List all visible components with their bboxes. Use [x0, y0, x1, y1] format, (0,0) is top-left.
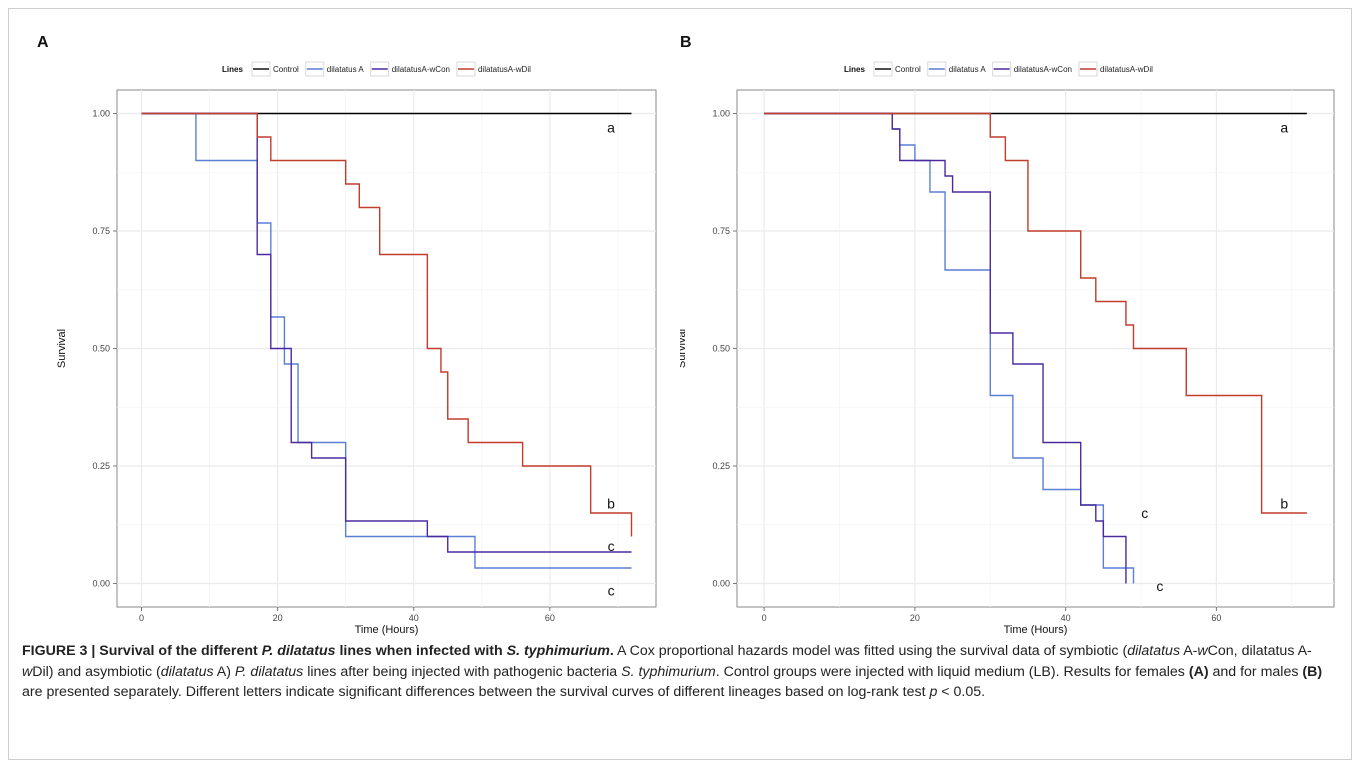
significance-letter: b [1280, 496, 1288, 512]
legend: Lines Control dilatatus A dilatatusA-wCon di… [844, 61, 1153, 77]
x-tick-label: 40 [409, 613, 419, 623]
y-tick-label: 0.75 [92, 226, 110, 236]
legend-item-label: Control [273, 65, 299, 74]
series-line-dilatatusa-wcon [141, 112, 632, 553]
legend-title: Lines [844, 65, 865, 74]
x-tick-label: 20 [910, 613, 920, 623]
x-axis-title: Time (Hours) [1004, 624, 1068, 636]
y-tick-label: 0.25 [712, 461, 730, 471]
legend-item-label: dilatatusA-wDil [478, 65, 531, 74]
panel-label: A [37, 34, 49, 51]
significance-letter: c [608, 538, 615, 554]
legend-item-label: Control [895, 65, 921, 74]
legend-item-label: dilatatusA-wCon [392, 65, 450, 74]
y-tick-label: 0.00 [92, 579, 110, 589]
y-tick-label: 0.50 [92, 344, 110, 354]
x-axis-title: Time (Hours) [355, 624, 419, 636]
legend-item-label: dilatatusA-wCon [1014, 65, 1072, 74]
y-tick-label: 0.75 [712, 226, 730, 236]
y-tick-label: 0.50 [712, 344, 730, 354]
panel-b-chart: B 0.00 0.25 0.50 0.75 1.00 0 20 40 60 Time (Hours)… [680, 34, 1335, 636]
significance-letter: a [607, 120, 615, 136]
figure-caption: FIGURE 3 | Survival of the different P. … [22, 643, 1323, 700]
figure-frame [8, 8, 1352, 760]
significance-letter: c [1141, 505, 1148, 521]
series-line-dilatatusa-wdil [141, 112, 633, 537]
legend-item-label: dilatatusA-wDil [1100, 65, 1153, 74]
x-tick-label: 0 [762, 613, 767, 623]
legend: Lines Control dilatatus A dilatatusA-wCon di… [222, 61, 531, 77]
x-tick-label: 60 [1211, 613, 1221, 623]
x-tick-label: 60 [545, 613, 555, 623]
series-line-dilatatusa-wcon [764, 112, 1127, 584]
series-line-dilatatusa-wdil [764, 112, 1307, 514]
x-tick-label: 0 [139, 613, 144, 623]
y-axis-title: Survival [56, 329, 68, 368]
significance-letter: a [1280, 120, 1288, 136]
legend-item-label: dilatatus A [949, 65, 987, 74]
y-tick-label: 0.00 [712, 579, 730, 589]
caption-label: FIGURE 3 | Survival of the different P. … [22, 643, 614, 659]
panel-label: B [680, 34, 692, 51]
significance-letter: c [1156, 578, 1163, 594]
y-tick-label: 1.00 [712, 109, 730, 119]
panel-a-chart: A 0.00 0.25 0.50 0.75 1.00 0 20 40 60 Time (Hours)… [37, 34, 657, 636]
y-axis-title: Survival [680, 329, 688, 368]
x-tick-label: 40 [1061, 613, 1071, 623]
legend-title: Lines [222, 65, 243, 74]
significance-letter: c [608, 583, 615, 599]
x-tick-label: 20 [273, 613, 283, 623]
y-tick-label: 0.25 [92, 461, 110, 471]
y-tick-label: 1.00 [92, 109, 110, 119]
legend-item-label: dilatatus A [327, 65, 365, 74]
significance-letter: b [607, 496, 615, 512]
